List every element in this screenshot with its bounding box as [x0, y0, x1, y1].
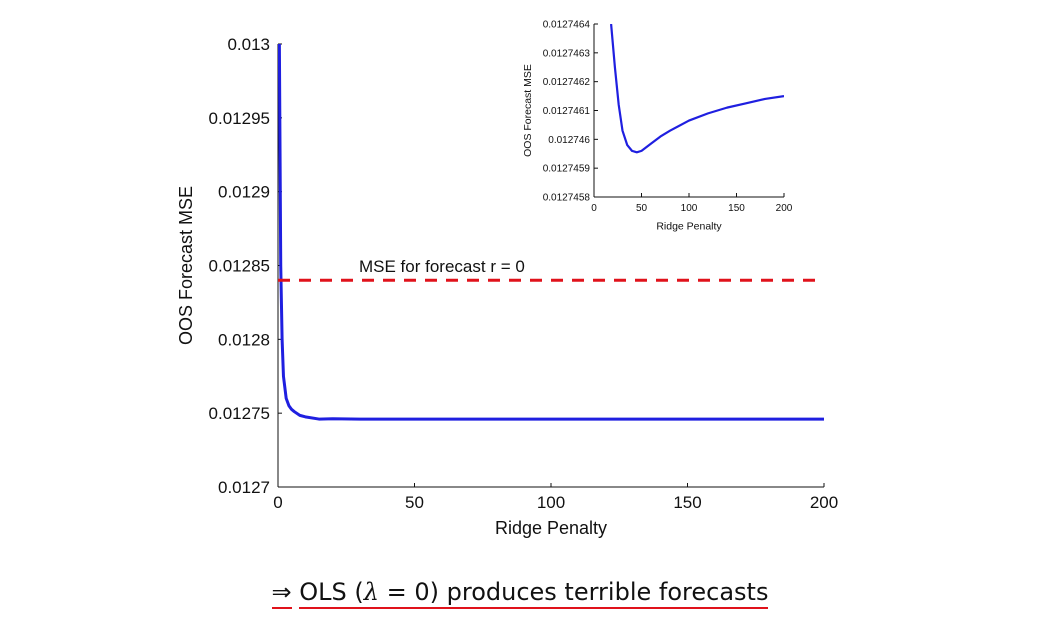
caption-text-before: OLS ( — [299, 578, 364, 609]
inset-y-tick-label: 0.012746 — [548, 135, 590, 146]
inset-y-tick-label: 0.0127464 — [543, 20, 591, 31]
inset-y-tick-label: 0.0127462 — [543, 77, 591, 88]
main-x-tick-label: 150 — [673, 493, 701, 512]
main-y-tick-label: 0.01285 — [209, 256, 270, 275]
inset-y-tick-label: 0.0127461 — [543, 106, 591, 117]
inset-y-axis-label: OOS Forecast MSE — [522, 64, 534, 157]
main-y-tick-label: 0.01275 — [209, 404, 270, 423]
caption-arrow: ⇒ — [271, 578, 292, 609]
main-x-tick-label: 0 — [273, 493, 282, 512]
main-y-tick-label: 0.0129 — [218, 183, 270, 202]
caption-lambda: λ — [363, 578, 379, 609]
main-y-tick-label: 0.013 — [227, 35, 270, 54]
caption-text-after: ) produces terrible forecasts — [429, 578, 769, 609]
main-x-tick-label: 50 — [405, 493, 424, 512]
inset-chart: 0.0127458 0.0127459 0.012746 0.0127461 0.012… — [522, 20, 793, 233]
inset-series-line — [610, 24, 784, 154]
inset-x-tick-label: 50 — [636, 203, 648, 214]
main-series-line — [278, 44, 824, 421]
inset-x-tick-label: 0 — [591, 203, 597, 214]
main-y-tick-label: 0.0128 — [218, 330, 270, 349]
inset-x-tick-label: 200 — [776, 203, 793, 214]
main-x-axis-label: Ridge Penalty — [495, 518, 607, 538]
inset-x-axis-label: Ridge Penalty — [656, 221, 722, 233]
main-chart: 0.0127 0.01275 0.0128 0.01285 0.0129 0.01295 0… — [176, 35, 838, 538]
inset-y-tick-label: 0.0127463 — [543, 48, 591, 59]
inset-y-tick-label: 0.0127459 — [543, 164, 591, 175]
main-annotation: MSE for forecast r = 0 — [359, 257, 525, 276]
main-y-axis-label: OOS Forecast MSE — [176, 186, 196, 345]
caption-eq: = 0 — [379, 578, 430, 609]
main-y-tick-label: 0.0127 — [218, 478, 270, 497]
main-x-tick-label: 100 — [537, 493, 565, 512]
inset-y-tick-label: 0.0127458 — [543, 193, 591, 204]
main-y-tick-label: 0.01295 — [209, 109, 270, 128]
inset-x-tick-label: 100 — [681, 203, 698, 214]
inset-x-tick-label: 150 — [728, 203, 745, 214]
main-x-tick-label: 200 — [810, 493, 838, 512]
caption: ⇒ OLS (λ = 0) produces terrible forecast… — [0, 578, 1040, 609]
